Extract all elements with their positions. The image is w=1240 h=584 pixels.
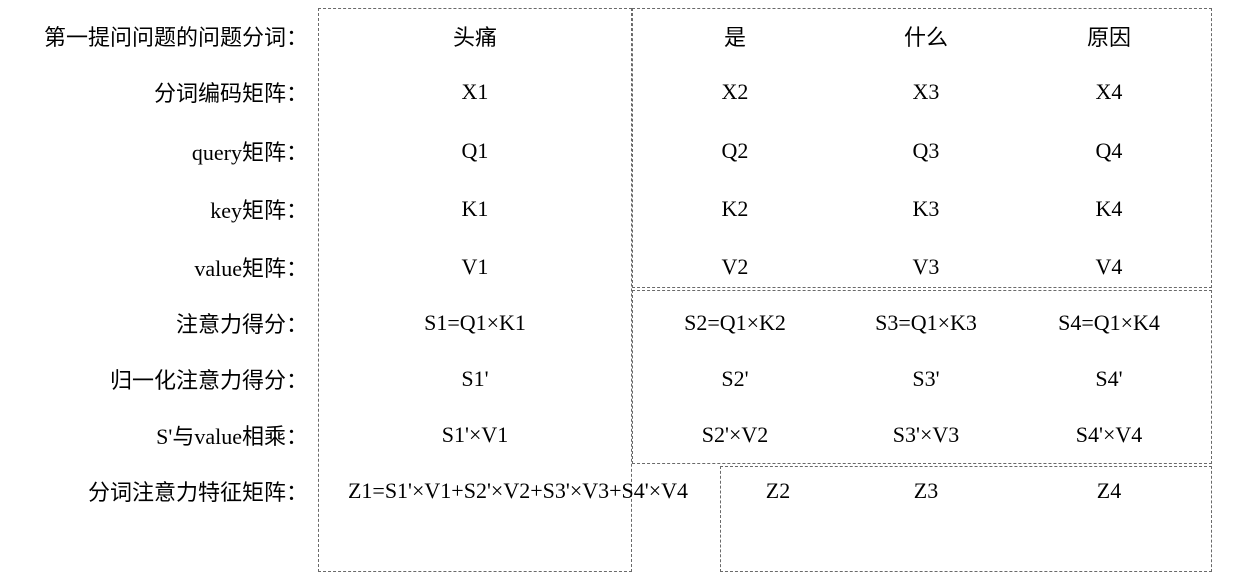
cell: V4 bbox=[1014, 254, 1204, 280]
cell: X2 bbox=[632, 79, 838, 105]
row-normalized-attention-score: 归一化注意力得分： S1' S2' S3' S4' bbox=[0, 363, 1240, 395]
cell: Q2 bbox=[632, 138, 838, 164]
row-label: S'与value相乘： bbox=[0, 419, 318, 451]
cell: K2 bbox=[632, 196, 838, 222]
row-attention-feature-matrix: 分词注意力特征矩阵： Z1=S1'×V1+S2'×V2+S3'×V3+S4'×V… bbox=[0, 475, 1240, 507]
row-label: query矩阵： bbox=[0, 135, 318, 167]
cell: V2 bbox=[632, 254, 838, 280]
cell: S2' bbox=[632, 366, 838, 392]
cell: S1'×V1 bbox=[318, 422, 632, 448]
row-label: key矩阵： bbox=[0, 193, 318, 225]
cell: K4 bbox=[1014, 196, 1204, 222]
cell: Z4 bbox=[1014, 478, 1204, 504]
cell: S1' bbox=[318, 366, 632, 392]
row-sprime-times-value: S'与value相乘： S1'×V1 S2'×V2 S3'×V3 S4'×V4 bbox=[0, 419, 1240, 451]
cell: 是 bbox=[632, 20, 838, 52]
cell: S4'×V4 bbox=[1014, 422, 1204, 448]
cell: S3' bbox=[838, 366, 1014, 392]
cell: K1 bbox=[318, 196, 632, 222]
cell: S3'×V3 bbox=[838, 422, 1014, 448]
cell: X3 bbox=[838, 79, 1014, 105]
cell: 原因 bbox=[1014, 20, 1204, 52]
row-value-matrix: value矩阵： V1 V2 V3 V4 bbox=[0, 251, 1240, 283]
cell: S3=Q1×K3 bbox=[838, 310, 1014, 336]
row-label: value矩阵： bbox=[0, 251, 318, 283]
cell-wide: Z1=S1'×V1+S2'×V2+S3'×V3+S4'×V4 bbox=[318, 478, 718, 504]
diagram-container: 第一提问问题的问题分词： 头痛 是 什么 原因 分词编码矩阵： X1 X2 X3… bbox=[0, 0, 1240, 584]
row-label: 第一提问问题的问题分词： bbox=[0, 20, 318, 52]
row-label: 分词注意力特征矩阵： bbox=[0, 475, 318, 507]
cell: K3 bbox=[838, 196, 1014, 222]
row-label: 归一化注意力得分： bbox=[0, 363, 318, 395]
cell: V3 bbox=[838, 254, 1014, 280]
cell: X1 bbox=[318, 79, 632, 105]
cell: 头痛 bbox=[318, 20, 632, 52]
cell: S4' bbox=[1014, 366, 1204, 392]
cell: Q1 bbox=[318, 138, 632, 164]
cell: X4 bbox=[1014, 79, 1204, 105]
cell: Z3 bbox=[838, 478, 1014, 504]
row-attention-score: 注意力得分： S1=Q1×K1 S2=Q1×K2 S3=Q1×K3 S4=Q1×… bbox=[0, 307, 1240, 339]
cell: Z2 bbox=[718, 478, 838, 504]
cell: Q4 bbox=[1014, 138, 1204, 164]
cell: S2=Q1×K2 bbox=[632, 310, 838, 336]
row-encoding-matrix: 分词编码矩阵： X1 X2 X3 X4 bbox=[0, 76, 1240, 108]
row-tokens: 第一提问问题的问题分词： 头痛 是 什么 原因 bbox=[0, 20, 1240, 52]
row-label: 注意力得分： bbox=[0, 307, 318, 339]
row-key-matrix: key矩阵： K1 K2 K3 K4 bbox=[0, 193, 1240, 225]
cell: S2'×V2 bbox=[632, 422, 838, 448]
row-label: 分词编码矩阵： bbox=[0, 76, 318, 108]
row-query-matrix: query矩阵： Q1 Q2 Q3 Q4 bbox=[0, 135, 1240, 167]
cell: Q3 bbox=[838, 138, 1014, 164]
cell: V1 bbox=[318, 254, 632, 280]
cell: S1=Q1×K1 bbox=[318, 310, 632, 336]
cell: S4=Q1×K4 bbox=[1014, 310, 1204, 336]
cell: 什么 bbox=[838, 20, 1014, 52]
